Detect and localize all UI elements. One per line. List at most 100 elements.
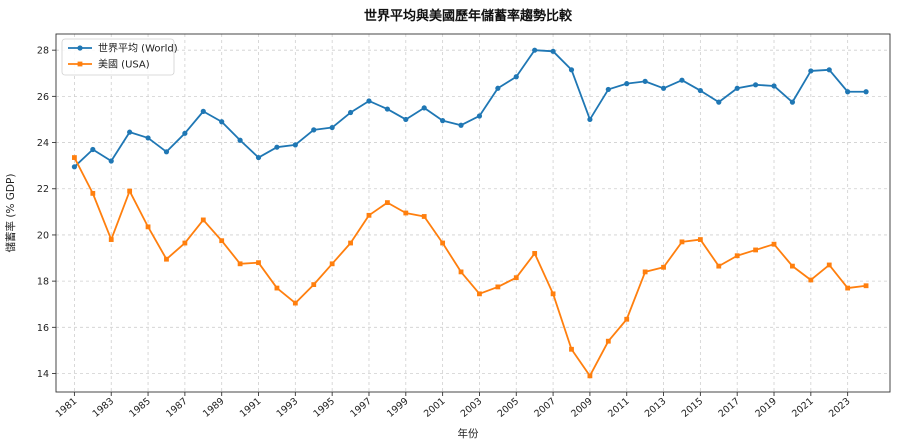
plot-frame	[55, 33, 891, 393]
y-tick-label: 26	[37, 92, 49, 103]
data-point	[348, 240, 353, 246]
data-point	[550, 291, 556, 297]
data-point	[200, 108, 206, 114]
data-point	[292, 300, 298, 306]
data-point	[569, 346, 574, 352]
data-point	[605, 338, 611, 344]
x-tick-label: 1997	[348, 396, 374, 420]
data-point	[697, 237, 703, 242]
series-line	[73, 49, 867, 168]
x-tick-label: 1981	[54, 396, 80, 420]
data-point	[660, 85, 667, 91]
data-point	[808, 277, 814, 283]
grid	[56, 34, 890, 392]
data-point	[716, 99, 722, 105]
data-point	[568, 67, 575, 73]
data-point	[513, 275, 519, 281]
data-point	[642, 269, 648, 275]
data-point	[274, 144, 280, 150]
data-point	[384, 200, 390, 206]
data-point	[458, 122, 464, 128]
x-tick-label: 2001	[422, 396, 448, 420]
x-tick-label: 2021	[790, 396, 816, 420]
x-tick-label: 2015	[680, 396, 706, 420]
y-tick-label: 18	[37, 277, 49, 288]
data-point	[255, 154, 262, 161]
data-point	[403, 210, 409, 216]
data-point	[256, 260, 261, 266]
data-point	[90, 190, 96, 196]
x-tick-label: 2017	[717, 396, 743, 420]
data-point	[790, 263, 795, 269]
data-point	[145, 224, 151, 230]
data-point	[679, 239, 685, 245]
data-point	[200, 217, 206, 223]
x-tick-label: 1983	[91, 396, 117, 420]
data-point	[845, 89, 851, 95]
data-point	[587, 373, 593, 379]
data-point	[219, 119, 225, 125]
data-point	[440, 118, 446, 124]
legend-marker	[77, 61, 83, 67]
data-point	[495, 85, 501, 91]
x-tick-label: 1989	[201, 396, 227, 420]
axis-ticks: 14 16 18 20 22 24 26 28 1981 1983 1985 1987 1989 1991…	[37, 46, 853, 420]
series-layer	[71, 47, 869, 379]
data-point	[292, 142, 298, 148]
data-point	[513, 74, 519, 80]
x-tick-label: 1985	[127, 396, 153, 420]
data-point	[237, 261, 243, 267]
x-tick-label: 2023	[827, 396, 853, 420]
data-point	[90, 146, 96, 153]
data-point	[845, 285, 851, 291]
data-point	[697, 87, 703, 94]
x-axis-label: 年份	[458, 427, 479, 440]
data-point	[477, 291, 482, 297]
legend-marker	[77, 45, 83, 51]
data-point	[219, 238, 225, 244]
data-point	[421, 214, 427, 219]
x-tick-label: 2005	[496, 396, 522, 420]
data-point	[826, 67, 832, 73]
data-point	[771, 83, 777, 89]
data-point	[403, 116, 409, 123]
data-point	[182, 130, 188, 136]
data-point	[532, 251, 538, 256]
x-tick-label: 1991	[238, 396, 264, 420]
data-point	[458, 269, 464, 275]
data-point	[127, 129, 133, 135]
data-point	[771, 241, 777, 247]
data-point	[679, 77, 685, 83]
data-point	[734, 253, 740, 259]
y-tick-label: 22	[37, 184, 49, 195]
data-point	[329, 124, 335, 131]
data-point	[624, 316, 630, 322]
y-tick-label: 24	[37, 138, 49, 149]
data-point	[127, 188, 133, 194]
data-point	[366, 98, 372, 104]
x-tick-label: 2011	[606, 396, 632, 420]
data-point	[587, 116, 593, 123]
series-line	[73, 157, 867, 377]
data-point	[145, 135, 151, 141]
data-point	[716, 263, 722, 269]
data-point	[532, 47, 538, 53]
y-axis-label: 儲蓄率 (% GDP)	[4, 174, 17, 253]
x-tick-label: 1993	[275, 396, 301, 420]
data-point	[108, 237, 114, 242]
data-point	[753, 82, 759, 88]
y-tick-label: 16	[37, 323, 49, 334]
data-point	[642, 78, 648, 84]
data-point	[71, 164, 78, 170]
data-point	[808, 68, 814, 74]
series-2	[72, 155, 869, 379]
data-point	[753, 247, 759, 253]
x-tick-label: 2013	[643, 396, 669, 420]
data-point	[440, 240, 446, 246]
data-point	[366, 212, 372, 218]
data-point	[347, 109, 354, 116]
x-tick-label: 1987	[164, 396, 190, 420]
x-tick-label: 2003	[459, 396, 485, 420]
data-point	[789, 99, 796, 105]
